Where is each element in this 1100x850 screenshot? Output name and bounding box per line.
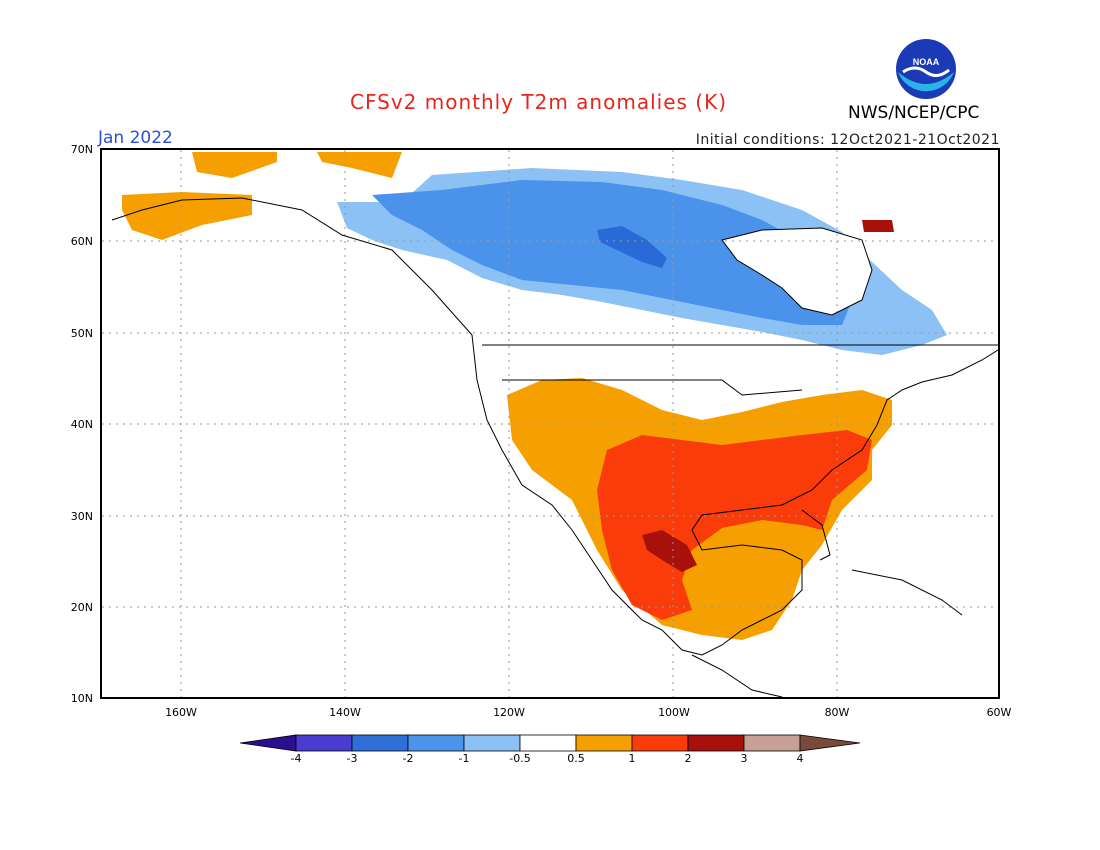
lat-label-60n: 60N [70,235,93,248]
colorbar-label-05: 0.5 [567,752,585,765]
colorbar-under-arrow [240,734,297,752]
warm-anomaly-arctic [192,152,277,178]
colorbar-label-m05: -0.5 [509,752,531,765]
lon-label-120w: 120W [493,706,525,719]
anomaly-map [100,148,1000,699]
lon-label-100w: 100W [658,706,690,719]
lat-label-40n: 40N [70,418,93,431]
coastlines [111,197,998,697]
lon-label-140w: 140W [329,706,361,719]
lon-label-80w: 80W [824,706,850,719]
lat-label-30n: 30N [70,510,93,523]
colorbar-bin-7 [631,734,689,752]
warm-anomaly-moderate [597,430,872,620]
colorbar-bin-5 [519,734,577,752]
colorbar [240,734,860,752]
cold-anomaly-moderate [372,180,852,325]
colorbar-label-1: 1 [628,752,636,765]
warm-anomaly-strong [642,530,697,572]
colorbar-bin-3 [407,734,465,752]
lon-label-60w: 60W [986,706,1012,719]
colorbar-label-2: 2 [684,752,692,765]
agency-label: NWS/NCEP/CPC [848,103,980,123]
lat-label-50n: 50N [70,327,93,340]
colorbar-bin-4 [463,734,521,752]
colorbar-label-m2: -2 [402,752,414,765]
colorbar-bin-2 [351,734,409,752]
lat-label-20n: 20N [70,601,93,614]
warm-anomaly-arctic-2 [317,152,402,178]
initial-conditions: Initial conditions: 12Oct2021-21Oct2021 [695,132,1000,148]
cold-anomaly-strong [597,226,667,268]
lat-label-10n: 10N [70,692,93,705]
colorbar-bin-9 [743,734,801,752]
lat-label-70n: 70N [70,143,93,156]
graticule [102,150,998,697]
colorbar-bin-1 [295,734,353,752]
colorbar-label-4: 4 [796,752,804,765]
colorbar-over-arrow [799,734,860,752]
colorbar-label-3: 3 [740,752,748,765]
hudson-bay [722,228,872,315]
colorbar-label-m3: -3 [346,752,358,765]
colorbar-label-m4: -4 [290,752,302,765]
logo-text: NOAA [913,57,940,67]
lon-label-160w: 160W [165,706,197,719]
chart-title: CFSv2 monthly T2m anomalies (K) [350,90,727,114]
noaa-logo: NOAA [896,39,956,99]
colorbar-bin-6 [575,734,633,752]
warm-anomaly-alaska [122,192,252,240]
forecast-month: Jan 2022 [98,128,173,148]
warm-anomaly-strong-small [862,220,894,232]
colorbar-bin-8 [687,734,745,752]
colorbar-label-m1: -1 [458,752,470,765]
